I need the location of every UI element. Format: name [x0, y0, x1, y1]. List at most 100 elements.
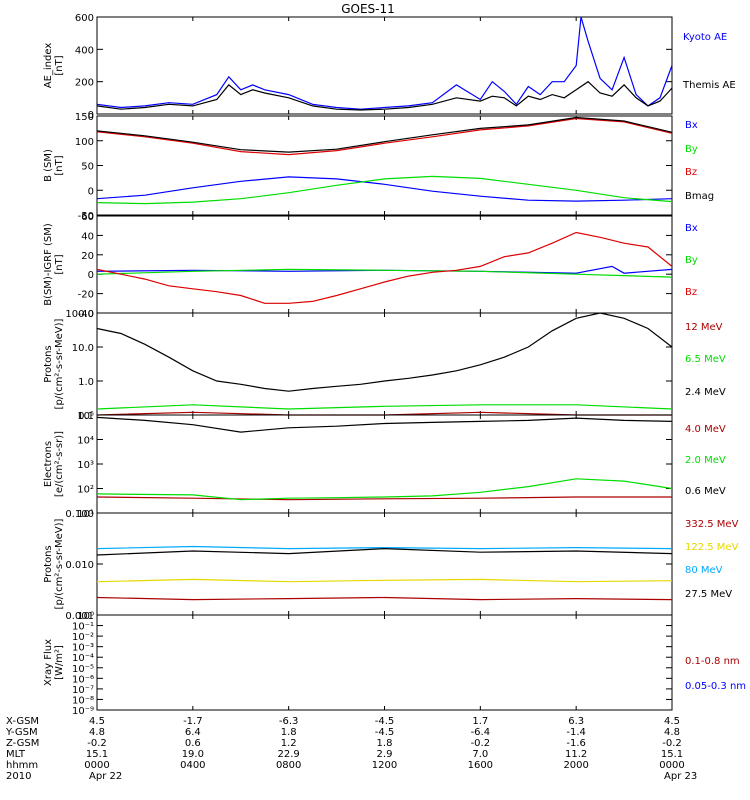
series-line	[96, 231, 673, 304]
legend-entry: Bx	[685, 120, 698, 131]
x-tick-label: -6.4	[471, 727, 491, 738]
y-tick-label: -40	[78, 309, 94, 320]
y-tick-label: 150	[75, 112, 94, 123]
x-tick-label: 11.2	[565, 749, 587, 760]
x-tick-label: 0.6	[185, 738, 201, 749]
y-tick-label: 0	[88, 186, 94, 197]
y-axis-label: AE_index	[43, 43, 54, 89]
series-line	[96, 268, 673, 278]
legend-entry: 6.5 MeV	[685, 354, 726, 365]
y-tick-label: 60	[81, 212, 94, 223]
legend-entry: 4.0 MeV	[685, 424, 726, 435]
y-tick-label: 10⁻⁹	[72, 706, 94, 717]
y-tick-label: 0.1	[78, 411, 94, 422]
y-axis-label: B (SM)	[43, 149, 54, 182]
series-line	[96, 578, 673, 583]
y-tick-label: 100.0	[65, 309, 94, 320]
legend-entry: Bz	[685, 167, 697, 178]
y-tick-label: 20	[81, 251, 94, 262]
y-tick-label: 10⁰	[77, 611, 94, 622]
y-tick-label: 0	[88, 110, 94, 121]
x-tick-label: 1.8	[377, 738, 393, 749]
panel-frame	[96, 614, 673, 711]
legend-entry: By	[685, 255, 698, 266]
legend-entry: 80 MeV	[685, 565, 723, 576]
y-axis-label: Xray Flux	[43, 639, 54, 686]
legend-entry: Bz	[685, 287, 697, 298]
panel-2: -50 0 50 100 150 B (SM) [nT] Bx By Bz Bmag	[43, 112, 714, 222]
y-tick-label: 0.100	[65, 509, 94, 520]
x-tick-label: 1600	[468, 760, 493, 771]
y-axis-label: B(SM)-IGRF (SM)	[43, 223, 54, 306]
series-line	[96, 596, 673, 601]
y-axis-label: Protons	[43, 345, 54, 382]
y-axis-label: [nT]	[54, 155, 65, 175]
series-line	[96, 16, 673, 110]
y-tick-label: 10⁻³	[72, 643, 94, 654]
y-tick-label: 1.0	[78, 377, 94, 388]
y-tick-label: 10⁻¹	[72, 622, 94, 633]
legend-entry: 2.4 MeV	[685, 387, 726, 398]
legend-entry: By	[685, 144, 698, 155]
x-tick-label: 7.0	[472, 749, 488, 760]
y-tick-label: 10.0	[72, 343, 94, 354]
y-axis-label: [p/(cm²-s-sr-MeV)]	[54, 318, 65, 409]
x-tick-label: 15.1	[86, 749, 108, 760]
legend-entry: Bx	[685, 223, 698, 234]
x-row-label: 2010	[6, 771, 31, 782]
series-line	[96, 116, 673, 153]
x-row-label: MLT	[6, 749, 26, 760]
x-tick-label: -0.2	[662, 738, 682, 749]
y-axis-label: [p/(cm²-s-sr-MeV)]	[54, 518, 65, 609]
x-tick-label: -4.5	[375, 716, 395, 727]
y-tick-label: 10³	[77, 460, 94, 471]
panel-3: -40 -20 0 20 40 60 B(SM)-IGRF (SM) [nT] Bx By Bz	[43, 212, 698, 320]
legend-entry: 2.0 MeV	[685, 455, 726, 466]
y-tick-label: -20	[78, 290, 94, 301]
series-line	[96, 312, 673, 392]
x-tick-label: 1.7	[472, 716, 488, 727]
y-tick-label: 40	[81, 231, 94, 242]
x-tick-label: Apr 22	[89, 771, 122, 782]
series-line	[96, 117, 673, 156]
y-tick-label: 0.001	[65, 611, 94, 622]
x-row-label: X-GSM	[6, 716, 39, 727]
y-tick-label: 50	[81, 162, 94, 173]
legend-entry: 27.5 MeV	[685, 589, 732, 600]
chart-title: GOES-11	[341, 2, 395, 16]
panel-4: 0.1 1.0 10.0 100.0 Protons [p/(cm²-s-sr-MeV)]…	[43, 309, 726, 422]
y-axis-label: [nT]	[54, 55, 65, 75]
legend-entry: Kyoto AE	[683, 32, 727, 43]
series-line	[96, 175, 673, 205]
x-tick-label: Apr 23	[664, 771, 697, 782]
series-line	[96, 478, 673, 501]
series-line	[96, 80, 673, 111]
x-row-label: Z-GSM	[6, 738, 39, 749]
legend-entry: 12 MeV	[685, 322, 723, 333]
panel-5: 10¹ 10² 10³ 10⁴ 10⁵ Electrons [e/(cm²-s-sr)] 4.…	[43, 411, 726, 520]
x-tick-label: 0800	[276, 760, 301, 771]
series-line	[96, 545, 673, 550]
x-tick-label: 1.2	[281, 738, 297, 749]
series-line	[96, 496, 672, 501]
x-tick-label: -0.2	[471, 738, 491, 749]
legend-entry: 332.5 MeV	[685, 519, 739, 530]
x-tick-label: 0400	[180, 760, 205, 771]
x-tick-label: -4.5	[375, 727, 395, 738]
y-axis-label: [nT]	[54, 254, 65, 274]
x-tick-label: 0000	[659, 760, 684, 771]
y-tick-label: 200	[75, 78, 94, 89]
y-axis-label: [e/(cm²-s-sr)]	[54, 431, 65, 497]
x-tick-label: 4.8	[89, 727, 105, 738]
y-axis-label: Protons	[43, 545, 54, 582]
legend-entry: 0.05-0.3 nm	[685, 681, 746, 692]
x-tick-label: 4.5	[664, 716, 680, 727]
x-tick-label: -1.6	[566, 738, 586, 749]
x-tick-label: -1.7	[183, 716, 203, 727]
y-tick-label: 600	[75, 13, 94, 24]
x-tick-label: 2000	[563, 760, 588, 771]
x-tick-label: 1200	[372, 760, 397, 771]
x-tick-label: 15.1	[661, 749, 683, 760]
